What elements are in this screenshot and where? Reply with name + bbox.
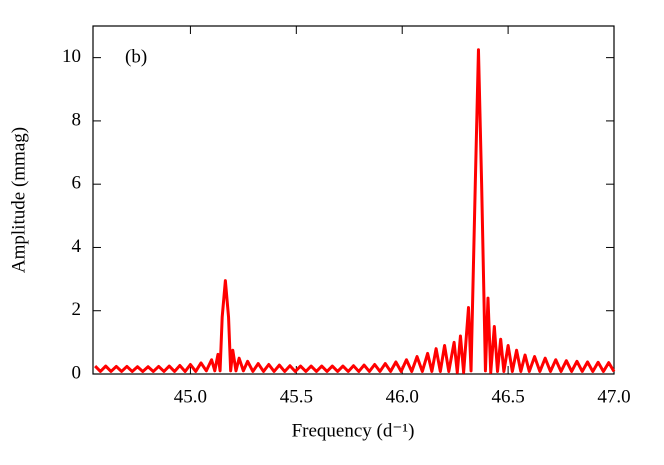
y-tick-label: 2 (72, 299, 82, 320)
y-tick-label: 8 (72, 109, 82, 130)
plot-frame (92, 25, 615, 375)
spectrum-line (94, 48, 616, 374)
y-tick-label: 6 (72, 173, 82, 194)
y-tick-label: 10 (62, 46, 81, 67)
x-tick-label: 47.0 (597, 386, 630, 407)
x-tick-label: 46.5 (491, 386, 524, 407)
x-axis-label: Frequency (d⁻¹) (292, 420, 415, 441)
annotation: (b) (125, 46, 147, 67)
x-tick-label: 45.0 (174, 386, 207, 407)
y-tick-label: 4 (72, 236, 82, 257)
x-tick-label: 45.5 (280, 386, 313, 407)
y-axis-label: Amplitude (mmag) (8, 127, 29, 273)
y-tick-label: 0 (72, 362, 82, 383)
x-tick-label: 46.0 (386, 386, 419, 407)
